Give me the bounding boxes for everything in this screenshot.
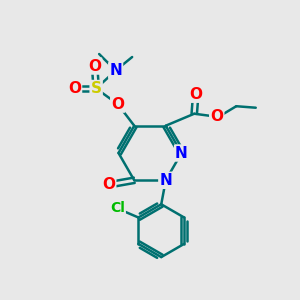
Text: N: N <box>159 173 172 188</box>
Text: O: O <box>102 177 115 192</box>
Text: O: O <box>111 97 124 112</box>
Text: O: O <box>88 58 101 74</box>
Text: O: O <box>68 81 81 96</box>
Text: O: O <box>189 87 202 102</box>
Text: Cl: Cl <box>110 202 125 215</box>
Text: N: N <box>109 63 122 78</box>
Text: N: N <box>175 146 188 160</box>
Text: S: S <box>91 81 102 96</box>
Text: O: O <box>210 109 223 124</box>
